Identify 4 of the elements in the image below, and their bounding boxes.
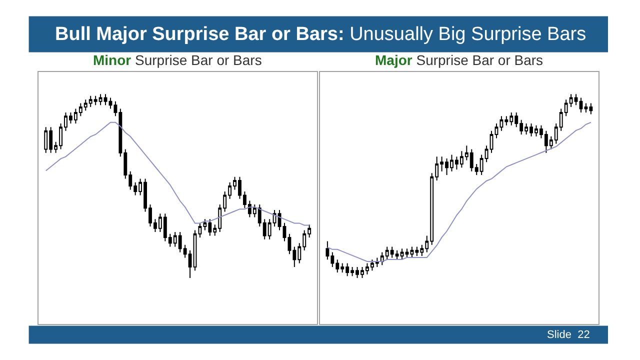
chart-title: Minor Surprise Bar or Bars [93, 52, 262, 68]
chart-title: Major Surprise Bar or Bars [375, 52, 544, 68]
text: Bull Major Surprise Bar or Bars: Unusually Big Surprise Bars [55, 24, 586, 45]
text: Slide 22 [547, 329, 590, 341]
